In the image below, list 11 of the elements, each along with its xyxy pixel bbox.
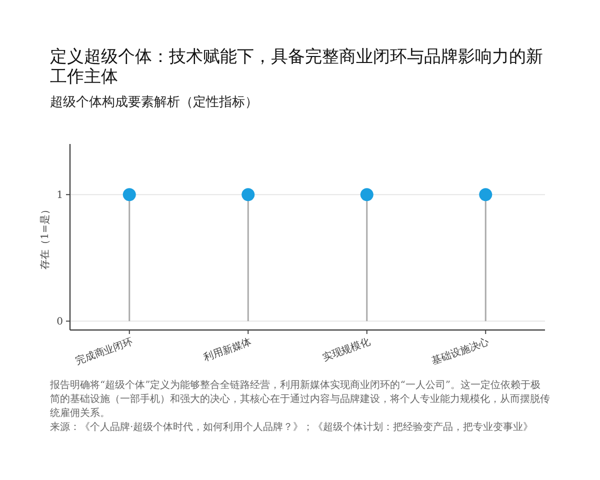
y-tick-label: 1 — [56, 190, 63, 202]
source-note: 来源：《个人品牌·超级个体时代，如何利用个人品牌？》；《超级个体计划：把经验变产品，把专业变事业》 — [50, 421, 534, 433]
x-tick-label: 实现规模化 — [320, 336, 372, 364]
x-tick-label: 完成商业闭环 — [74, 336, 134, 368]
x-tick-label: 基础设施决心 — [430, 336, 491, 368]
x-tick-label: 利用新媒体 — [202, 336, 254, 364]
text: 报告明确将“超级个体”定义为能够整合全链路经营，利用新媒体实现商业闭环的“一人公司”。这一定位依赖于极简的基础设施（一部手机）和强大的决心，其核心在于通过内容与品牌建设，将个人专业能力规模化，从而摆脱传统雇佣关系。 — [49, 379, 550, 419]
chart-title: 定义超级个体：技术赋能下，具备完整商业闭环与品牌影响力的新工作主体 — [50, 47, 543, 87]
y-axis-title: 存在（1=是） — [39, 204, 51, 270]
y-tick-label: 0 — [56, 316, 63, 328]
chart-subtitle: 超级个体构成要素解析（定性指标） — [50, 95, 258, 110]
